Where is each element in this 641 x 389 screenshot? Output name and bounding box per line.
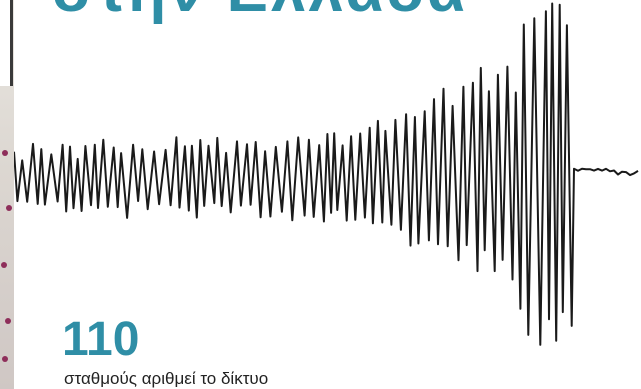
headline: στην Ελλάδα xyxy=(52,0,468,22)
stat-caption: σταθμούς αριθμεί το δίκτυο xyxy=(64,369,269,388)
stat-number: 110 xyxy=(62,313,140,366)
seismogram-trace-line xyxy=(14,2,639,346)
left-image-strip xyxy=(0,0,14,389)
left-image-frame xyxy=(0,0,13,86)
seismogram-trace xyxy=(14,2,639,346)
